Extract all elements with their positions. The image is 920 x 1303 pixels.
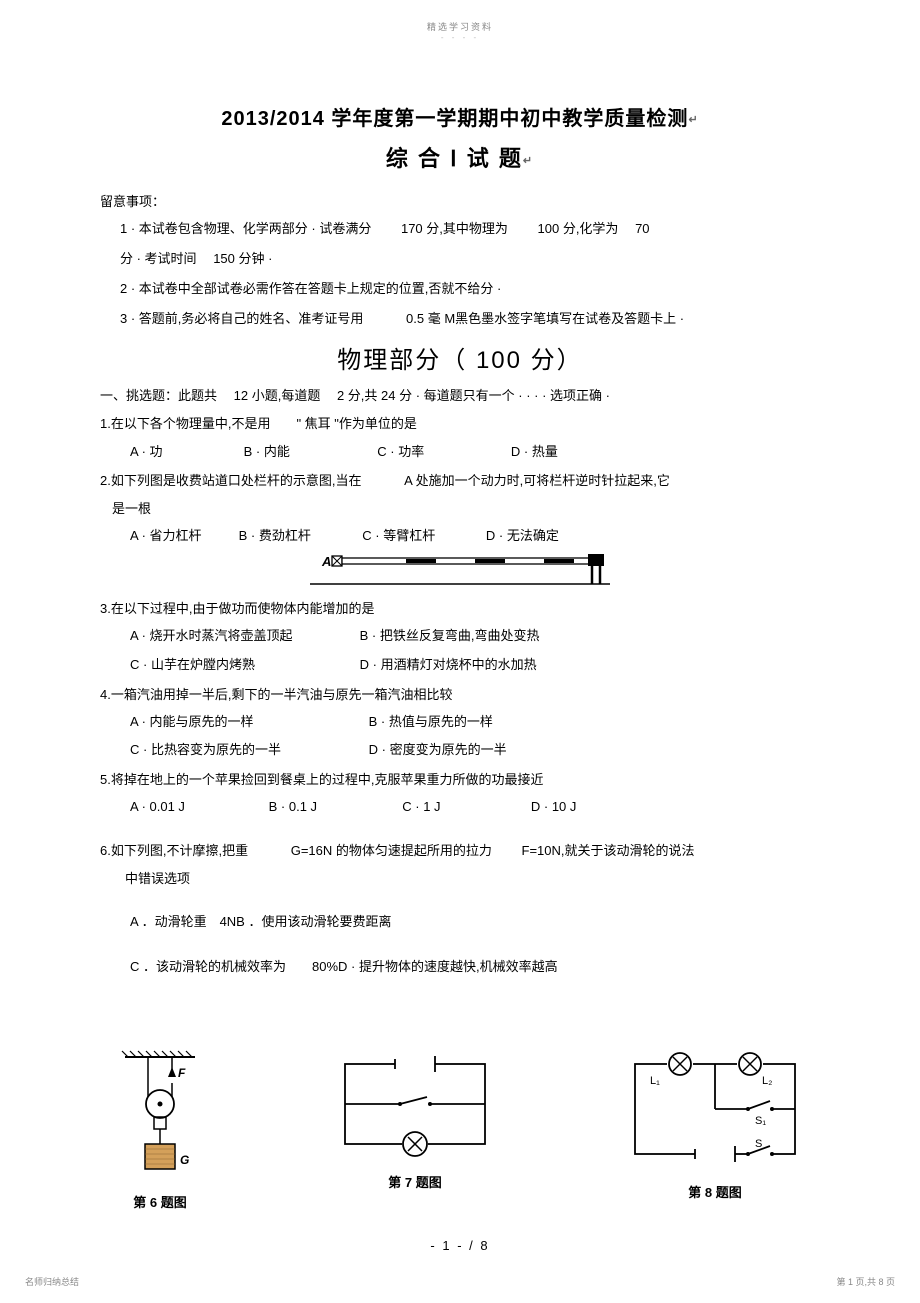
q2-opt-a: A · 省力杠杆 xyxy=(130,524,235,549)
question-6-options-row1: A ．动滑轮重 4NB ．使用该动滑轮要费距离 xyxy=(100,910,820,935)
q5-opt-a: A · 0.01 J xyxy=(130,795,265,820)
question-1: 1.在以下各个物理量中,不是用 " 焦耳 "作为单位的是 xyxy=(100,413,820,435)
page-number: - 1 - / 8 xyxy=(0,1238,920,1253)
q2-b: A 处施加一个动力时,可将栏杆逆时针拉起来,它 xyxy=(404,473,670,488)
q2-a: 2.如下列图是收费站道口处栏杆的示意图,当在 xyxy=(100,473,361,488)
footer-right: 第 1 页,共 8 页 xyxy=(836,1275,895,1288)
figure-8-caption: 第 8 题图 xyxy=(620,1182,810,1201)
question-4-options-row2: C · 比热容变为原先的一半 D · 密度变为原先的一半 xyxy=(100,738,820,763)
q1-opt-c: C · 功率 xyxy=(377,440,507,465)
notice-1b: 170 分,其中物理为 xyxy=(401,221,508,236)
svg-text:L₂: L₂ xyxy=(762,1075,772,1087)
notice-heading: 留意事项： xyxy=(100,191,820,210)
question-5-options: A · 0.01 J B · 0.1 J C · 1 J D · 10 J xyxy=(100,795,820,820)
notice-item-3: 3 · 答题前,务必将自己的姓名、准考证号用 0.5 毫 M黑色墨水签字笔填写在… xyxy=(100,308,820,330)
q6-a: 6.如下列图,不计摩擦,把重 xyxy=(100,843,248,858)
question-3: 3.在以下过程中,由于做功而使物体内能增加的是 xyxy=(100,598,820,620)
footer-left: 名师归纳总结 xyxy=(25,1275,79,1288)
lever-diagram: A xyxy=(310,554,610,586)
notice-3b: 0.5 毫 M黑色墨水签字笔填写在试卷及答题卡上 · xyxy=(406,311,684,326)
intro-a: 一、挑选题：此题共 xyxy=(100,388,217,403)
svg-text:S: S xyxy=(755,1138,762,1150)
q5-opt-d: D · 10 J xyxy=(531,795,577,820)
question-2-cont: 是一根 xyxy=(100,498,820,520)
sub-title: 综 合 Ⅰ 试 题↵ xyxy=(100,141,820,173)
q4-opt-c: C · 比热容变为原先的一半 xyxy=(130,738,365,763)
figure-8-diagram: L₁ L₂ S₁ S xyxy=(620,1049,810,1169)
q3-opt-d: D · 用酒精灯对烧杯中的水加热 xyxy=(360,653,537,678)
main-title: 2013/2014 学年度第一学期期中初中教学质量检测↵ xyxy=(100,102,820,131)
return-mark-icon: ↵ xyxy=(688,113,698,126)
q4-opt-d: D · 密度变为原先的一半 xyxy=(369,738,507,763)
question-4: 4.一箱汽油用掉一半后,剩下的一半汽油与原先一箱汽油相比较 xyxy=(100,684,820,706)
notice-1a: 1 · 本试卷包含物理、化学两部分 · 试卷满分 xyxy=(120,221,371,236)
figure-6-caption: 第 6 题图 xyxy=(110,1192,210,1211)
q5-opt-c: C · 1 J xyxy=(402,795,527,820)
intro-b: 12 小题,每道题 xyxy=(234,388,321,403)
q2-opt-c: C · 等臂杠杆 xyxy=(362,524,482,549)
svg-text:G: G xyxy=(180,1153,189,1167)
question-3-options-row2: C · 山芋在炉膛内烤熟 D · 用酒精灯对烧杯中的水加热 xyxy=(100,653,820,678)
notice-item-1-cont: 分 · 考试时间 150 分钟 · xyxy=(100,248,820,270)
q1-opt-a: A · 功 xyxy=(130,440,240,465)
lever-label-a: A xyxy=(321,554,331,569)
q6-c: F=10N,就关于该动滑轮的说法 xyxy=(522,843,695,858)
return-mark-icon: ↵ xyxy=(523,154,534,167)
figure-6-block: F G 第 6 题图 xyxy=(110,1049,210,1211)
svg-text:F: F xyxy=(178,1066,186,1080)
q6-b: G=16N 的物体匀速提起所用的拉力 xyxy=(291,843,492,858)
figures-row: F G 第 6 题图 xyxy=(100,1049,820,1211)
figure-6-diagram: F G xyxy=(110,1049,210,1179)
figure-7-diagram xyxy=(330,1049,500,1159)
question-5: 5.将掉在地上的一个苹果捡回到餐桌上的过程中,克服苹果重力所做的功最接近 xyxy=(100,769,820,791)
question-2-options: A · 省力杠杆 B · 费劲杠杆 C · 等臂杠杆 D · 无法确定 xyxy=(100,524,820,549)
figure-7-block: 第 7 题图 xyxy=(330,1049,500,1211)
intro-c: 2 分,共 24 分 · 每道题只有一个 · · · · 选项正确 · xyxy=(337,388,610,403)
question-6-cont: 中错误选项 xyxy=(100,868,820,890)
q4-opt-a: A · 内能与原先的一样 xyxy=(130,710,365,735)
q3-opt-c: C · 山芋在炉膛内烤熟 xyxy=(130,653,330,678)
q2-opt-b: B · 费劲杠杆 xyxy=(239,524,359,549)
question-2: 2.如下列图是收费站道口处栏杆的示意图,当在 A 处施加一个动力时,可将栏杆逆时… xyxy=(100,470,820,492)
notice-1d: 70 xyxy=(635,221,649,236)
section-title: 物理部分（ 100 分） xyxy=(100,340,820,375)
notice-3a: 3 · 答题前,务必将自己的姓名、准考证号用 xyxy=(120,311,363,326)
question-1-options: A · 功 B · 内能 C · 功率 D · 热量 xyxy=(100,440,820,465)
header-dots: - - - - xyxy=(100,33,820,42)
q1-opt-d: D · 热量 xyxy=(511,440,558,465)
q4-opt-b: B · 热值与原先的一样 xyxy=(369,710,493,735)
notice-1c: 100 分,化学为 xyxy=(538,221,619,236)
header-watermark: 精选学习资料 xyxy=(100,0,820,33)
svg-text:S₁: S₁ xyxy=(755,1115,766,1127)
notice-item-2: 2 · 本试卷中全部试卷必需作答在答题卡上规定的位置,否就不给分 · xyxy=(100,278,820,300)
q1-opt-b: B · 内能 xyxy=(244,440,374,465)
question-6: 6.如下列图,不计摩擦,把重 G=16N 的物体匀速提起所用的拉力 F=10N,… xyxy=(100,840,820,862)
notice-1f: 150 分钟 · xyxy=(213,251,272,266)
notice-item-1: 1 · 本试卷包含物理、化学两部分 · 试卷满分 170 分,其中物理为 100… xyxy=(100,218,820,240)
section-intro: 一、挑选题：此题共 12 小题,每道题 2 分,共 24 分 · 每道题只有一个… xyxy=(100,385,820,407)
main-title-text: 2013/2014 学年度第一学期期中初中教学质量检测 xyxy=(221,108,688,130)
question-3-options-row1: A · 烧开水时蒸汽将壶盖顶起 B · 把铁丝反复弯曲,弯曲处变热 xyxy=(100,624,820,649)
question-4-options-row1: A · 内能与原先的一样 B · 热值与原先的一样 xyxy=(100,710,820,735)
q3-opt-a: A · 烧开水时蒸汽将壶盖顶起 xyxy=(130,624,330,649)
svg-text:L₁: L₁ xyxy=(650,1075,660,1087)
q3-opt-b: B · 把铁丝反复弯曲,弯曲处变热 xyxy=(360,624,540,649)
figure-8-block: L₁ L₂ S₁ S 第 8 题图 xyxy=(620,1049,810,1211)
q2-opt-d: D · 无法确定 xyxy=(486,524,559,549)
sub-title-text: 综 合 Ⅰ 试 题 xyxy=(386,146,523,171)
question-6-options-row2: C ．该动滑轮的机械效率为 80%D · 提升物体的速度越快,机械效率越高 xyxy=(100,955,820,980)
q5-opt-b: B · 0.1 J xyxy=(269,795,399,820)
notice-1e: 分 · 考试时间 xyxy=(120,251,197,266)
figure-7-caption: 第 7 题图 xyxy=(330,1172,500,1191)
